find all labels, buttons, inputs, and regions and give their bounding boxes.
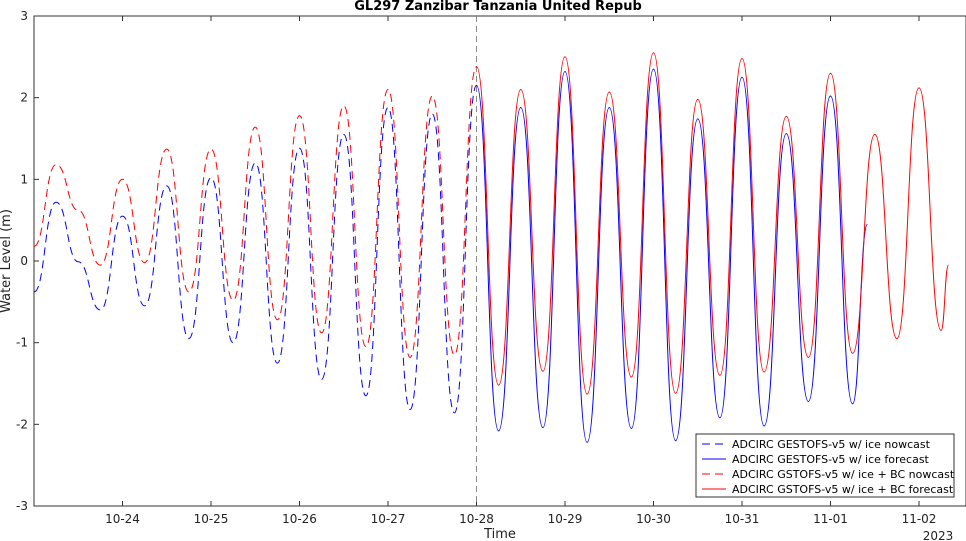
- x-tick-label: 10-30: [636, 512, 671, 526]
- x-tick-label: 11-01: [813, 512, 848, 526]
- legend-entry: ADCIRC GSTOFS-v5 w/ ice + BC nowcast: [732, 468, 955, 481]
- series-line-2: [476, 68, 868, 443]
- series-line-4: [476, 52, 949, 395]
- x-tick-label: 10-27: [371, 512, 406, 526]
- legend-box: [695, 433, 955, 498]
- y-tick-label: -3: [16, 499, 28, 513]
- series-line-3: [34, 66, 477, 358]
- plot-frame: [33, 15, 966, 507]
- y-tick-label: 0: [20, 254, 28, 268]
- y-tick-label: -2: [16, 417, 28, 431]
- legend-entry: ADCIRC GSTOFS-v5 w/ ice + BC forecast: [732, 483, 954, 496]
- x-tick-label: 10-26: [282, 512, 317, 526]
- chart-title: GL297 Zanzibar Tanzania United Repub: [354, 0, 642, 14]
- y-tick-label: 3: [20, 9, 28, 23]
- legend-entry: ADCIRC GESTOFS-v5 w/ ice forecast: [732, 453, 930, 466]
- x-tick-label: 11-02: [902, 512, 937, 526]
- y-tick-label: 1: [20, 172, 28, 186]
- series-line-1: [34, 84, 477, 414]
- x-tick-label: 10-29: [548, 512, 583, 526]
- x-tick-label: 10-31: [725, 512, 760, 526]
- year-label: 2023: [923, 529, 954, 541]
- y-tick-label: -1: [16, 336, 28, 350]
- plot-area: -3 -2 -1 0 1 2 3 10-24 10-25 10-26 10-27 10-28 10-29…: [16, 9, 966, 526]
- x-tick-label: 10-28: [459, 512, 494, 526]
- y-tick-label: 2: [20, 91, 28, 105]
- legend: ADCIRC GESTOFS-v5 w/ ice nowcast ADCIRC G…: [695, 433, 955, 498]
- x-tick-label: 10-24: [105, 512, 140, 526]
- y-axis-label: Water Level (m): [0, 209, 14, 313]
- x-tick-label: 10-25: [194, 512, 229, 526]
- legend-entry: ADCIRC GESTOFS-v5 w/ ice nowcast: [732, 438, 931, 451]
- x-axis-label: Time: [483, 527, 516, 541]
